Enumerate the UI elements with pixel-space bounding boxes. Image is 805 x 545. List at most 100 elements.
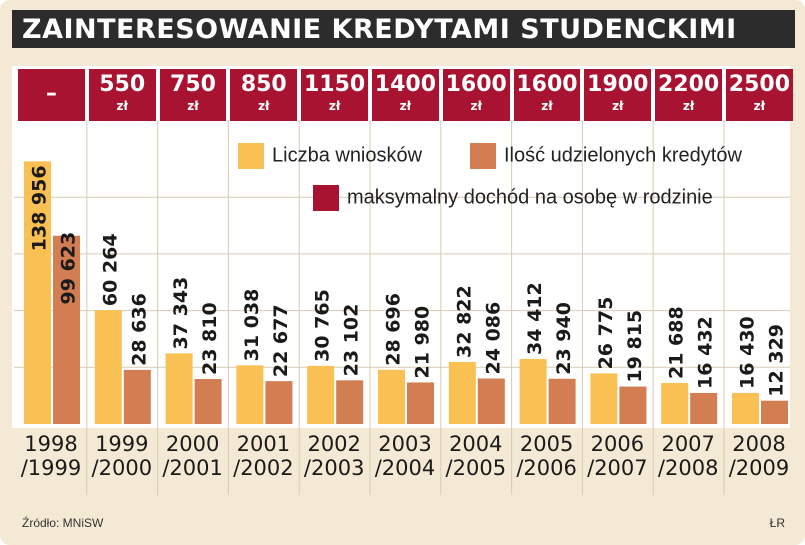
income-limit-currency: zł	[612, 99, 624, 113]
value-label-applications: 34 412	[524, 282, 546, 355]
x-tick-label: 2008/2009	[728, 432, 790, 480]
author-initials: ŁR	[769, 516, 785, 530]
income-limit-box: 1900 zł	[584, 69, 652, 121]
bar-granted	[477, 378, 505, 424]
legend-swatch-income	[313, 185, 339, 211]
value-label-applications: 28 696	[383, 293, 405, 366]
value-label-applications: 21 688	[666, 306, 688, 379]
bar-applications	[236, 365, 264, 424]
income-limit-row: – 550 zł 750 zł 850 zł 1150 zł 1400 zł 1600 zł 1600 zł…	[18, 69, 793, 121]
legend-income: maksymalny dochód na osobę w rodzinie	[313, 185, 713, 211]
value-label-applications: 16 430	[737, 316, 759, 389]
income-limit-amount: 2500	[728, 72, 791, 97]
income-limit-currency: zł	[541, 99, 553, 113]
income-limit-currency: zł	[753, 99, 766, 113]
source-note: Źródło: MNiSW	[22, 516, 104, 530]
x-tick-label: 2000/2001	[162, 432, 223, 480]
income-limit-currency: zł	[470, 99, 482, 113]
income-limit-amount: 1150	[303, 72, 366, 97]
x-tick-label: 2007/2008	[657, 432, 719, 480]
bar-applications	[378, 369, 405, 424]
bar-granted	[761, 400, 788, 424]
value-label-granted: 16 432	[695, 316, 717, 389]
bar-granted	[194, 379, 222, 424]
income-limit-box: 2200 zł	[655, 69, 722, 121]
chart-title: ZAINTERESOWANIE KREDYTAMI STUDENCKIMI	[22, 14, 737, 45]
value-label-applications: 32 822	[453, 285, 475, 358]
bar-applications	[24, 161, 51, 424]
value-label-applications: 26 775	[595, 297, 617, 370]
value-label-granted: 23 810	[199, 302, 221, 375]
value-label-applications: 30 765	[312, 289, 334, 362]
income-limit-currency: zł	[399, 99, 412, 113]
income-limit-amount: –	[45, 81, 57, 106]
x-tick-label: 1998/1999	[20, 432, 82, 480]
income-limit-box: 1600 zł	[513, 69, 581, 121]
income-limit-box: –	[18, 69, 85, 121]
bar-applications	[94, 310, 122, 424]
income-limit-box: 2500 zł	[726, 69, 793, 121]
income-limit-amount: 2200	[657, 72, 720, 97]
legend-applications-label: Liczba wniosków	[272, 144, 423, 167]
bar-granted	[123, 369, 151, 424]
income-limit-currency: zł	[116, 99, 128, 113]
bar-granted	[336, 380, 364, 424]
income-limit-box: 1600 zł	[442, 69, 510, 121]
value-label-granted: 19 815	[624, 310, 646, 383]
value-label-applications: 31 038	[241, 289, 263, 362]
x-tick-label: 2003/2004	[374, 432, 436, 480]
income-limit-amount: 1400	[374, 72, 437, 97]
income-limit-amount: 850	[240, 72, 287, 97]
income-limit-amount: 550	[99, 72, 146, 97]
legend-swatch-granted	[470, 143, 496, 169]
bar-granted	[265, 381, 293, 424]
income-limit-currency: zł	[187, 99, 199, 113]
x-tick-label: 2005/2006	[516, 432, 577, 480]
value-label-granted: 28 636	[128, 293, 150, 366]
value-label-granted: 24 086	[482, 302, 504, 375]
income-limit-currency: zł	[682, 99, 695, 113]
bar-granted	[619, 386, 647, 424]
income-limit-currency: zł	[328, 99, 341, 113]
value-label-granted: 99 623	[58, 232, 80, 305]
value-label-applications: 60 264	[99, 233, 121, 306]
x-tick-label: 2001/2002	[233, 432, 294, 480]
bar-granted	[548, 378, 576, 424]
income-limit-amount: 1600	[445, 72, 507, 97]
title-bar: ZAINTERESOWANIE KREDYTAMI STUDENCKIMI	[12, 10, 795, 48]
x-tick-label: 2002/2003	[303, 432, 365, 480]
value-label-granted: 23 102	[341, 304, 363, 377]
value-label-applications: 138 956	[29, 165, 51, 251]
value-label-granted: 22 677	[270, 304, 292, 377]
legend-granted-label: Ilość udzielonych kredytów	[504, 144, 742, 167]
income-limit-box: 550 zł	[88, 69, 156, 121]
legend-swatch-applications	[238, 143, 264, 169]
bar-granted	[690, 392, 718, 424]
income-limit-box: 850 zł	[230, 69, 298, 121]
x-tick-label: 1999/2000	[91, 432, 153, 480]
bar-applications	[307, 365, 335, 424]
value-label-granted: 21 980	[412, 306, 434, 379]
income-limit-amount: 1600	[516, 72, 578, 97]
bar-applications	[732, 392, 759, 424]
value-label-granted: 12 329	[766, 324, 788, 397]
bar-applications	[661, 383, 689, 424]
income-limit-amount: 750	[170, 72, 216, 97]
x-tick-label: 2004/2005	[445, 432, 507, 480]
value-label-granted: 23 940	[553, 302, 575, 375]
income-limit-currency: zł	[258, 99, 270, 113]
x-tick-label: 2006/2007	[587, 432, 648, 480]
bar-applications	[165, 353, 193, 424]
bar-granted	[407, 382, 434, 424]
income-limit-box: 1150 zł	[301, 69, 368, 121]
bar-applications	[590, 373, 618, 424]
bar-applications	[519, 358, 547, 424]
legend-granted: Ilość udzielonych kredytów	[470, 143, 742, 169]
legend-income-label: maksymalny dochód na osobę w rodzinie	[347, 186, 713, 209]
bar-granted	[53, 235, 80, 424]
bar-applications	[448, 361, 476, 424]
value-label-applications: 37 343	[170, 277, 192, 350]
income-limit-amount: 1900	[587, 72, 649, 97]
legend-applications: Liczba wniosków	[238, 143, 422, 169]
